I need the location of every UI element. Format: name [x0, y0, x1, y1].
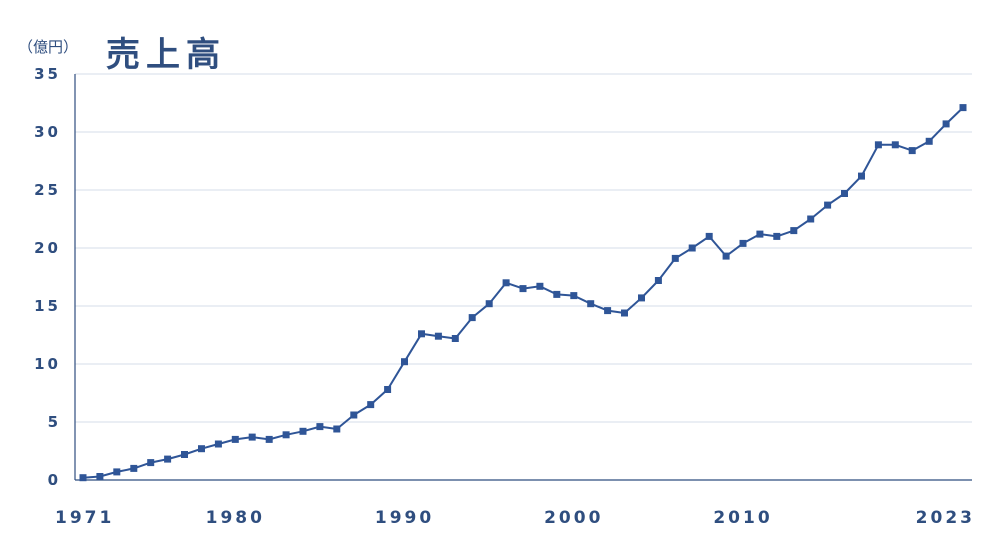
data-point-marker	[485, 300, 493, 308]
x-tick-label: 1990	[375, 508, 434, 528]
data-point-marker	[570, 292, 578, 300]
data-point-marker	[807, 215, 815, 223]
data-point-marker	[874, 141, 882, 149]
data-point-marker	[451, 335, 459, 342]
y-unit-label: （億円）	[18, 38, 78, 56]
data-point-marker	[959, 104, 967, 112]
data-point-marker	[891, 141, 899, 149]
data-point-marker	[130, 464, 138, 472]
data-point-marker	[638, 294, 645, 302]
data-point-marker	[587, 300, 595, 308]
data-point-marker	[756, 230, 764, 238]
data-point-marker	[604, 307, 612, 315]
data-point-marker	[231, 435, 239, 443]
data-point-marker	[722, 252, 730, 260]
data-point-marker	[773, 232, 781, 240]
data-point-marker	[925, 137, 933, 145]
data-point-marker	[350, 411, 358, 419]
data-point-marker	[502, 279, 510, 287]
x-tick-label: 1971	[55, 508, 114, 528]
data-point-marker	[434, 332, 442, 340]
data-point-marker	[418, 330, 425, 338]
x-tick-label: 2010	[713, 508, 772, 528]
y-tick-labels: 0 5 10 15 20 25 30 35	[34, 65, 61, 489]
x-tick-label: 2023	[916, 508, 975, 528]
x-tick-label: 2000	[544, 508, 603, 528]
data-point-marker	[739, 239, 747, 247]
data-point-marker	[333, 425, 341, 433]
y-tick-label: 20	[34, 239, 61, 257]
data-point-marker	[671, 254, 679, 262]
data-point-marker	[282, 431, 290, 439]
data-point-marker	[790, 227, 798, 235]
data-point-marker	[841, 190, 848, 197]
data-point-marker	[401, 358, 408, 366]
y-tick-label: 15	[34, 297, 61, 315]
data-point-marker	[705, 232, 713, 240]
data-point-marker	[316, 423, 324, 431]
data-point-marker	[468, 314, 476, 322]
data-point-marker	[147, 459, 155, 467]
y-tick-label: 0	[48, 471, 61, 489]
data-point-marker	[164, 455, 172, 463]
data-point-marker	[248, 433, 256, 441]
data-point-marker	[942, 120, 950, 128]
x-tick-labels: 1971 1980 1990 2000 2010 2023	[55, 508, 975, 528]
axes	[74, 74, 972, 481]
x-tick-label: 1980	[206, 508, 265, 528]
data-point-marker	[181, 451, 188, 458]
data-point-marker	[113, 468, 121, 476]
data-point-marker	[367, 401, 375, 409]
y-tick-label: 25	[34, 181, 61, 199]
chart-title: 売上高	[106, 35, 226, 75]
data-point-marker	[621, 309, 628, 317]
data-point-marker	[824, 201, 832, 209]
data-point-marker	[536, 282, 544, 290]
data-point-marker	[265, 435, 273, 443]
data-point-marker	[79, 474, 87, 482]
data-point-marker	[214, 440, 222, 448]
data-point-marker	[858, 172, 865, 180]
data-point-marker	[908, 147, 916, 155]
data-point-marker	[198, 445, 205, 453]
data-point-marker	[688, 244, 696, 252]
data-point-marker	[299, 427, 307, 435]
y-tick-label: 35	[34, 65, 61, 83]
data-point-marker	[96, 473, 104, 480]
data-point-marker	[553, 290, 561, 298]
data-point-marker	[654, 277, 662, 284]
grid-lines	[75, 73, 972, 423]
y-tick-label: 5	[48, 413, 61, 431]
y-tick-label: 10	[34, 355, 61, 373]
data-series	[79, 104, 967, 482]
y-tick-label: 30	[34, 123, 61, 141]
data-point-marker	[384, 386, 392, 393]
data-point-marker	[519, 285, 527, 293]
